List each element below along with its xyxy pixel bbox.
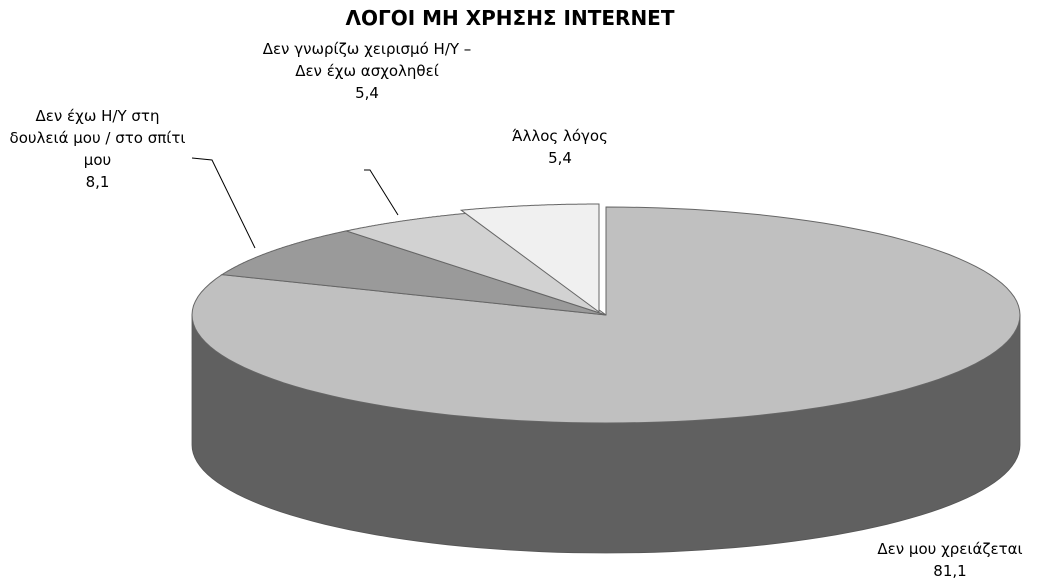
chart-title: ΛΟΓΟΙ ΜΗ ΧΡΗΣΗΣ INTERNET [345, 6, 675, 30]
value-label: 81,1 [933, 562, 967, 580]
category-label: Δεν γνωρίζω χειρισμό Η/Υ – Δεν έχω ασχολ… [262, 40, 472, 80]
value-label: 5,4 [548, 149, 572, 167]
slice-label: Δεν γνωρίζω χειρισμό Η/Υ – Δεν έχω ασχολ… [262, 38, 472, 104]
category-label: Δεν έχω Η/Υ στη δουλειά μου / στο σπίτι … [9, 107, 186, 169]
slice [220, 230, 607, 316]
value-label: 8,1 [85, 173, 110, 191]
category-label: Δεν μου χρειάζεται [877, 540, 1023, 558]
value-label: 5,4 [355, 84, 379, 102]
leader-line [191, 157, 256, 249]
slice [344, 212, 607, 316]
category-label: Άλλος λόγος [512, 127, 608, 145]
slice [459, 203, 600, 313]
slice-label: Άλλος λόγος 5,4 [490, 125, 630, 169]
leader-line [364, 169, 399, 216]
slice-label: Δεν έχω Η/Υ στη δουλειά μου / στο σπίτι … [5, 105, 190, 193]
slice-label: Δεν μου χρειάζεται 81,1 [850, 538, 1043, 582]
